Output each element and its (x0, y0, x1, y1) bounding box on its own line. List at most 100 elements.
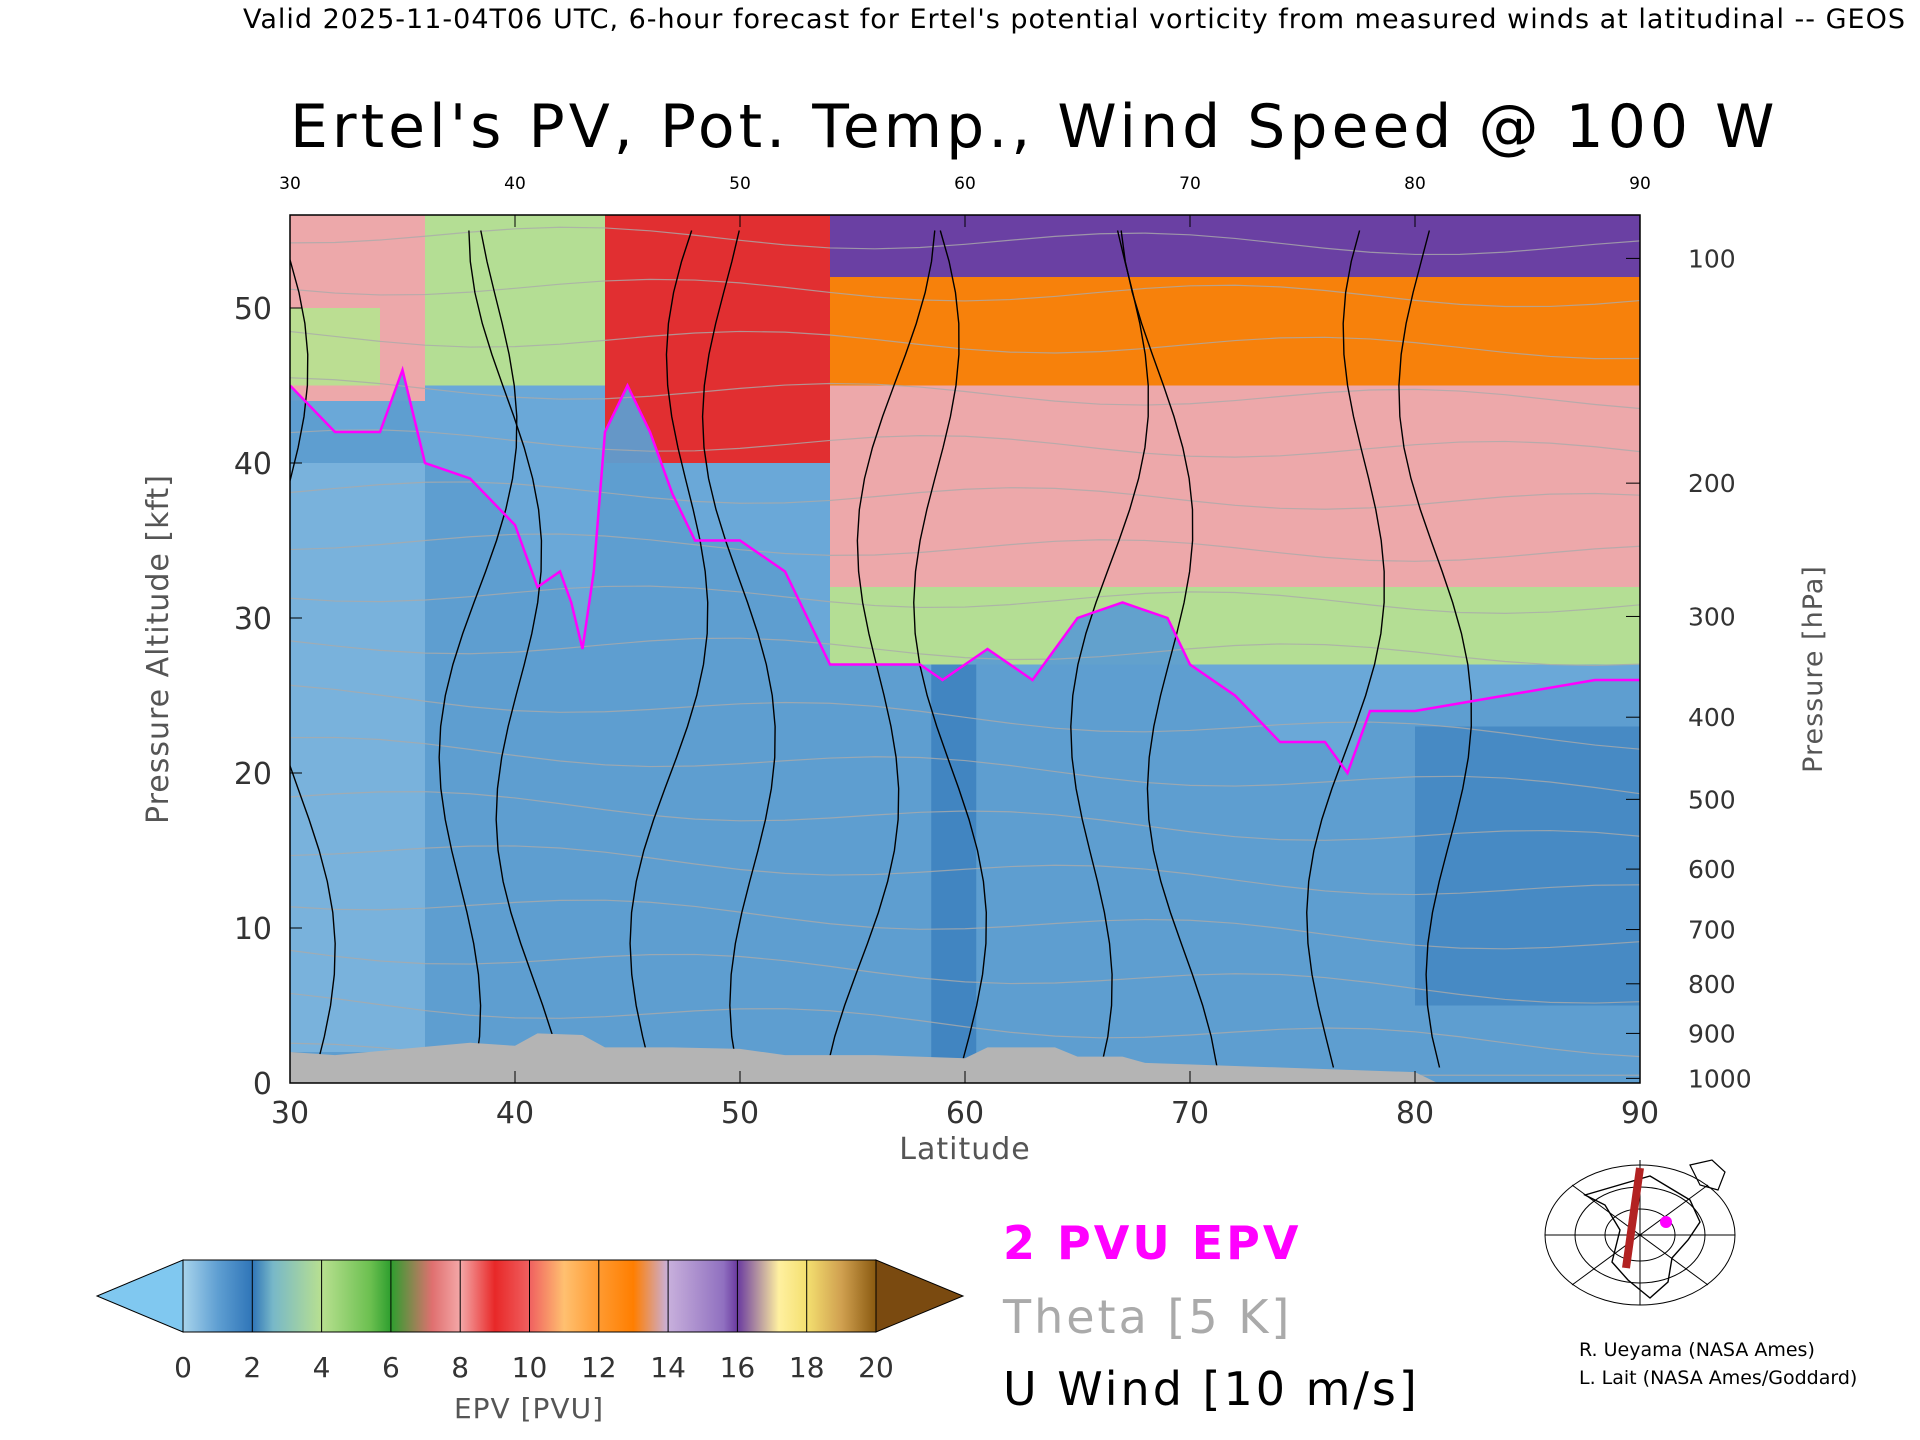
theta-contour (290, 226, 1640, 256)
epv-region (425, 215, 605, 386)
colorbar-min-extension (95, 1259, 184, 1333)
u-wind-contour (438, 230, 518, 1068)
x-tick-label: 60 (946, 1096, 984, 1131)
theta-contour (290, 845, 1640, 896)
forecast-subtitle: Valid 2025-11-04T06 UTC, 6-hour forecast… (242, 4, 1906, 35)
epv-region (830, 385, 1640, 587)
theta-contour (290, 637, 1640, 667)
top-tick-label: 60 (954, 174, 976, 194)
legend-tropopause: 2 PVU EPV (1003, 1216, 1301, 1270)
y-tick-label: 40 (234, 447, 272, 482)
top-tick-label: 30 (279, 174, 301, 194)
theta-contour (290, 585, 1640, 614)
u-wind-contour (468, 230, 562, 1068)
theta-contour (290, 533, 1640, 562)
top-tick-label: 70 (1179, 174, 1201, 194)
u-wind-contour (290, 257, 336, 1068)
pressure-tick-label: 100 (1688, 244, 1736, 273)
x-tick-label: 50 (721, 1096, 759, 1131)
x-tick-label: 70 (1171, 1096, 1209, 1131)
epv-region (830, 277, 1640, 386)
pressure-tick-label: 600 (1688, 855, 1736, 884)
u-wind-contour (1398, 230, 1472, 1068)
top-tick-label: 90 (1629, 174, 1651, 194)
theta-contour (290, 684, 1640, 750)
top-tick-label: 40 (504, 174, 526, 194)
colorbar-label: EPV [PVU] (454, 1392, 604, 1425)
plot-area (290, 215, 1640, 1083)
colorbar-max-extension (875, 1259, 965, 1333)
pressure-tick-label: 800 (1688, 970, 1736, 999)
location-map (1543, 1153, 1739, 1306)
x-axis-label: Latitude (899, 1132, 1030, 1167)
epv-region (830, 215, 1640, 277)
legend-theta: Theta [5 K] (1002, 1290, 1292, 1344)
colorbar-tick-label: 10 (512, 1351, 548, 1384)
epv-region (290, 463, 425, 1052)
plot-clip-group (290, 215, 1640, 1083)
pressure-tick-label: 900 (1688, 1019, 1736, 1048)
theta-contour (290, 791, 1640, 841)
theta-contour (290, 949, 1640, 1004)
credits: R. Ueyama (NASA Ames) L. Lait (NASA Ames… (1579, 1339, 1857, 1389)
theta-contour (290, 330, 1640, 360)
u-wind-contour (1070, 230, 1149, 1068)
colorbar-tick-label: 2 (243, 1351, 261, 1384)
credit-line: L. Lait (NASA Ames/Goddard) (1579, 1367, 1857, 1389)
credit-line: R. Ueyama (NASA Ames) (1579, 1339, 1815, 1361)
x-tick-label: 40 (496, 1096, 534, 1131)
u-wind-contour (1306, 230, 1385, 1068)
top-tick-label: 80 (1404, 174, 1426, 194)
u-wind-contour (913, 230, 987, 1068)
y-tick-label: 30 (234, 602, 272, 637)
y-tick-label: 50 (234, 292, 272, 327)
colorbar-tick-label: 6 (382, 1351, 400, 1384)
legend-u-wind: U Wind [10 m/s] (1003, 1362, 1420, 1416)
u-wind-contour (629, 230, 709, 1068)
pressure-tick-label: 300 (1688, 602, 1736, 631)
colorbar-tick-label: 0 (174, 1351, 192, 1384)
chart-title: Ertel's PV, Pot. Temp., Wind Speed @ 100… (290, 92, 1779, 162)
theta-contour (290, 899, 1640, 950)
pressure-tick-label: 1000 (1688, 1064, 1752, 1093)
y-right-axis-label: Pressure [hPa] (1798, 565, 1829, 773)
theta-contour (290, 736, 1640, 795)
epv-region (830, 587, 1640, 665)
x-tick-label: 30 (271, 1096, 309, 1131)
theta-contour (290, 429, 1640, 458)
top-tick-label: 50 (729, 174, 751, 194)
colorbar-tick-label: 14 (650, 1351, 686, 1384)
location-marker (1660, 1216, 1672, 1228)
epv-region (931, 664, 977, 1068)
u-wind-contour (701, 230, 776, 1068)
colorbar-tick-label: 16 (720, 1351, 756, 1384)
u-wind-contour (826, 230, 936, 1068)
colorbar: 0 2 4 6 8 10 12 14 16 18 20 EPV [PVU] (95, 1259, 965, 1425)
pressure-tick-label: 200 (1688, 469, 1736, 498)
legend: 2 PVU EPV Theta [5 K] U Wind [10 m/s] (1002, 1216, 1420, 1416)
theta-contour (290, 992, 1640, 1058)
terrain (290, 1033, 1438, 1083)
cross-section-line (1622, 1167, 1644, 1269)
pressure-tick-label: 400 (1688, 703, 1736, 732)
theta-contour (290, 278, 1640, 308)
x-tick-label: 80 (1396, 1096, 1434, 1131)
epv-region (1415, 726, 1640, 1006)
pressure-tick-label: 500 (1688, 785, 1736, 814)
y-tick-label: 10 (234, 912, 272, 947)
colorbar-tick-label: 18 (789, 1351, 825, 1384)
colorbar-tick-label: 12 (581, 1351, 617, 1384)
theta-contour (290, 481, 1640, 510)
y-axis-label: Pressure Altitude [kft] (141, 474, 176, 824)
colorbar-tick-label: 20 (858, 1351, 894, 1384)
colorbar-tick-label: 8 (451, 1351, 469, 1384)
pressure-tick-label: 700 (1688, 916, 1736, 945)
u-wind-contour (1120, 230, 1218, 1068)
colorbar-tick-label: 4 (313, 1351, 331, 1384)
y-tick-label: 0 (253, 1067, 272, 1102)
x-tick-label: 90 (1621, 1096, 1659, 1131)
y-tick-label: 20 (234, 757, 272, 792)
tropopause-line (290, 365, 1640, 776)
